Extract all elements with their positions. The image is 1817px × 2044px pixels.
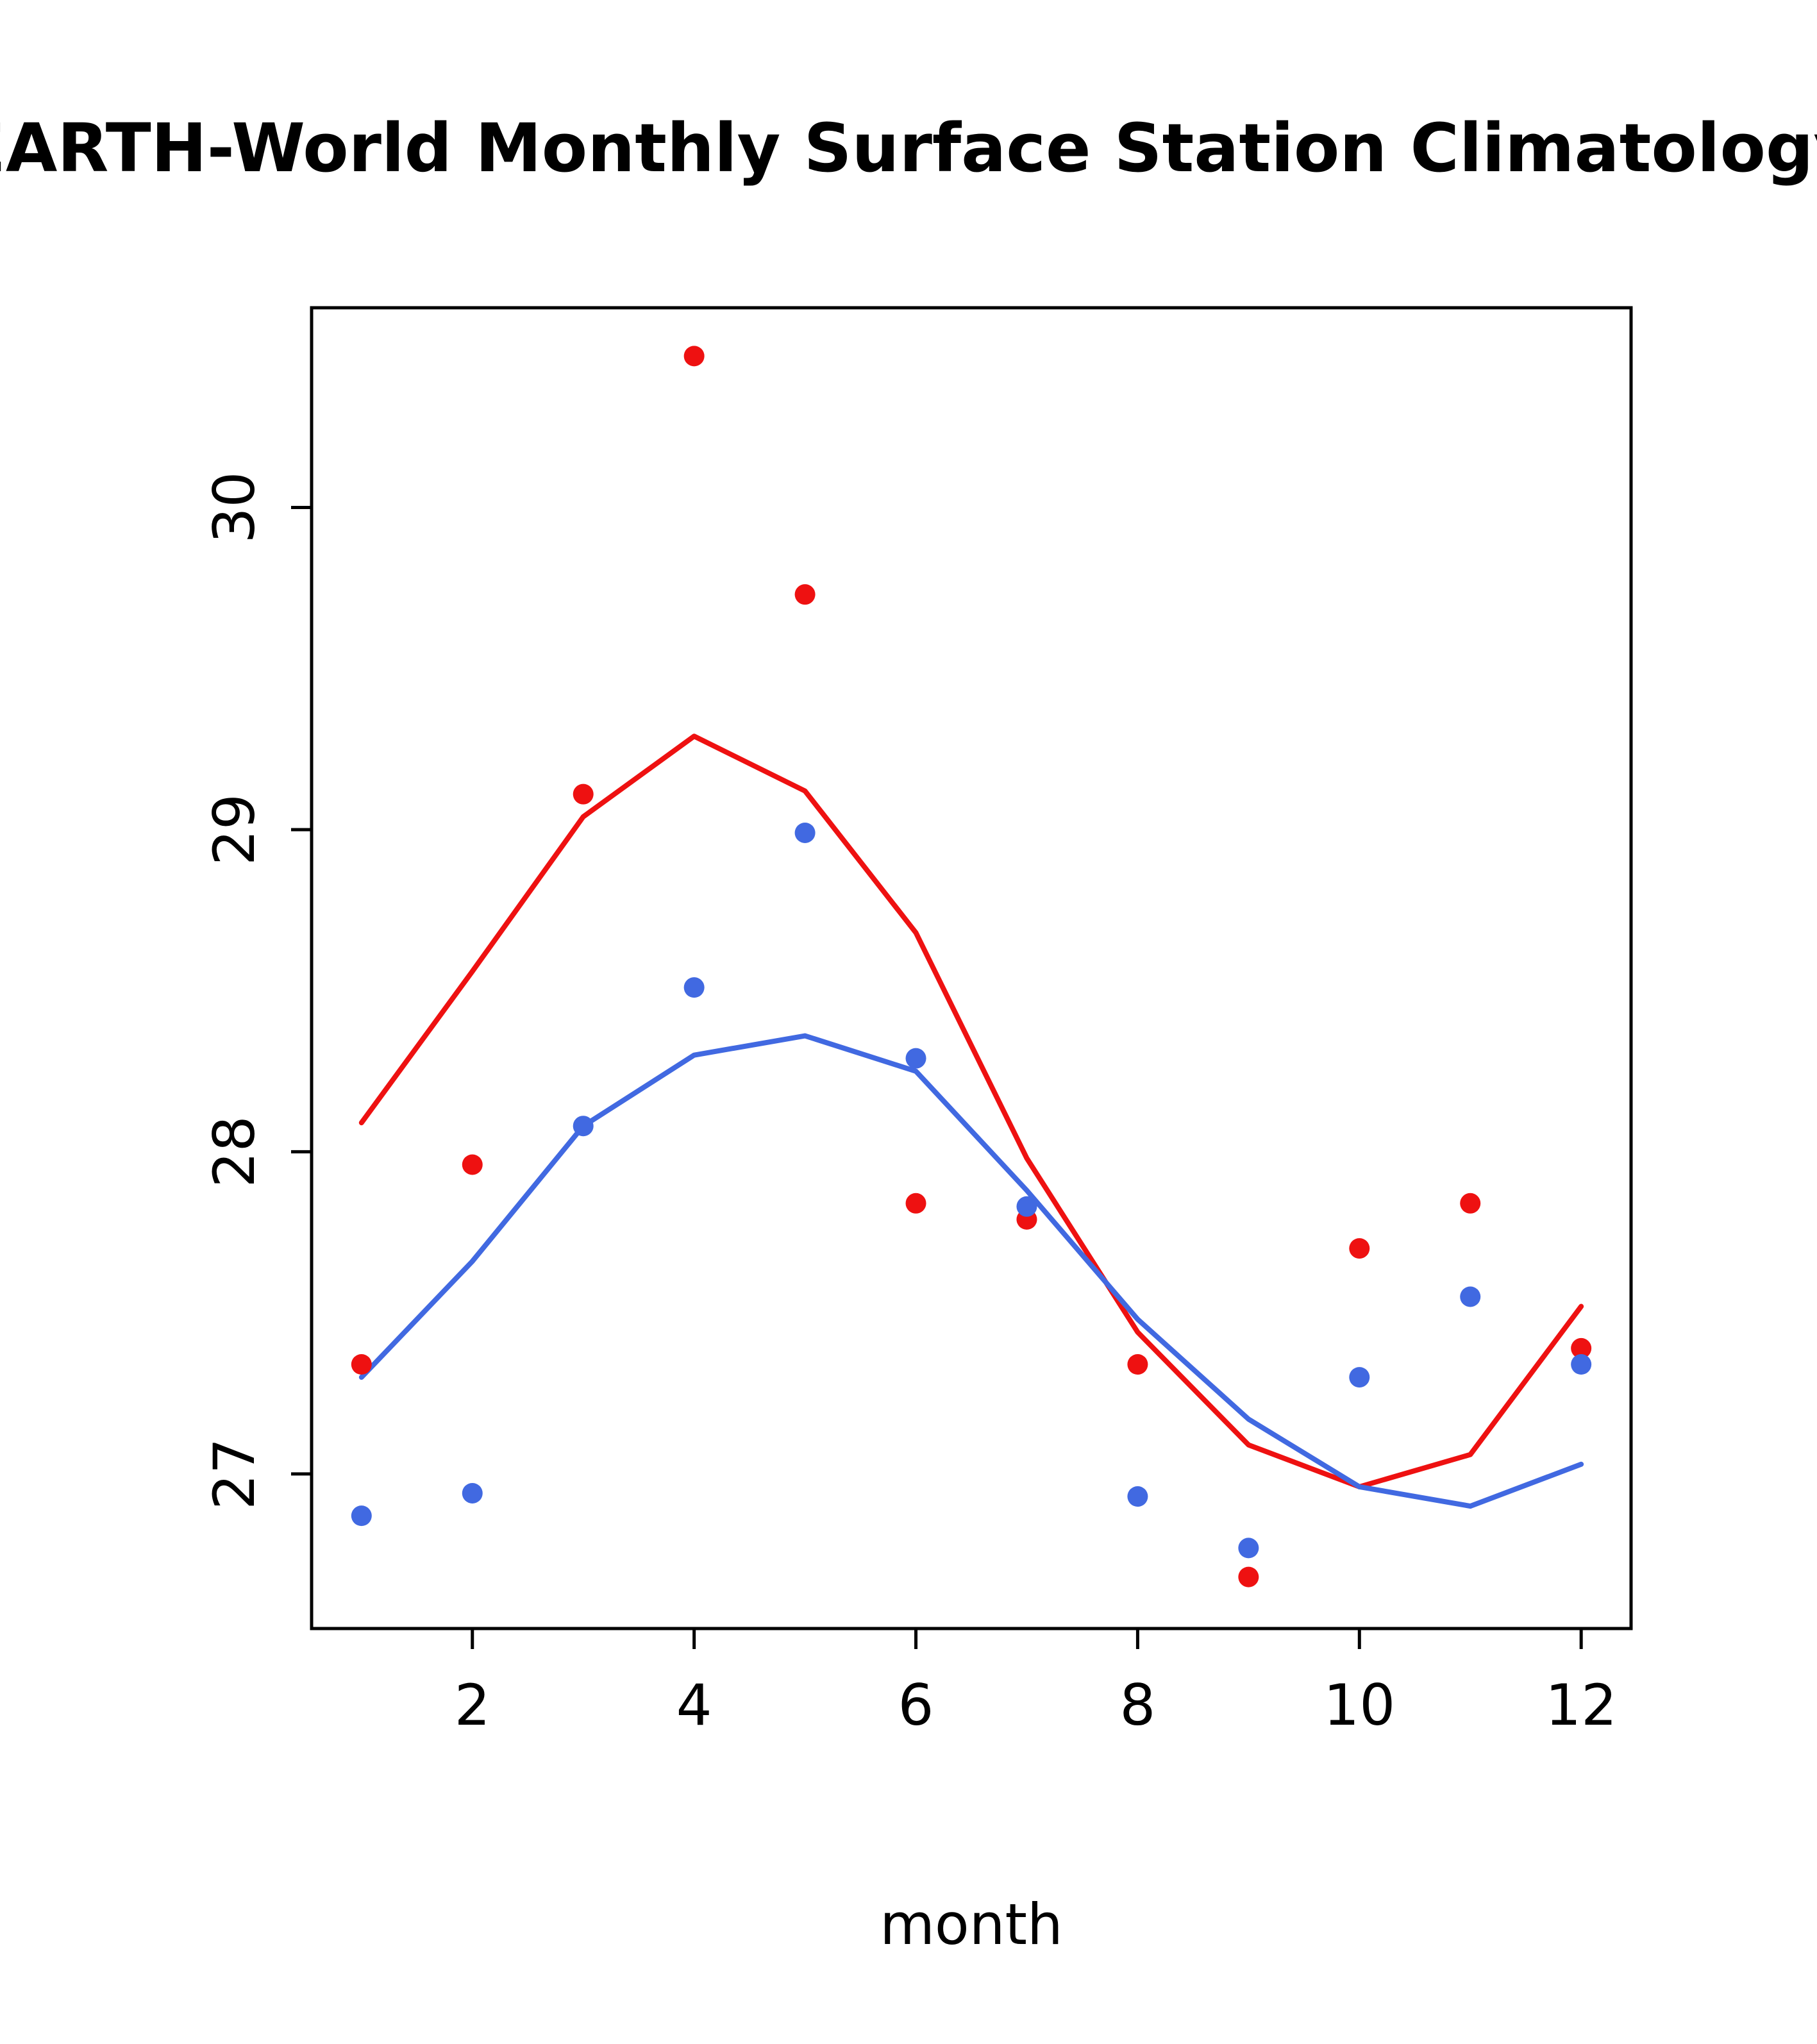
series-red-points-point <box>683 346 705 367</box>
series-blue-points-point <box>1238 1537 1259 1559</box>
series-blue-points-point <box>683 977 705 998</box>
series-red-points-point <box>1460 1193 1481 1214</box>
y-tick-label: 30 <box>201 472 267 544</box>
y-tick-label: 27 <box>201 1438 267 1510</box>
chart-title: EARTH-World Monthly Surface Station Clim… <box>0 109 1817 187</box>
x-tick-label: 2 <box>455 1672 490 1738</box>
series-red-points-point <box>1349 1238 1370 1259</box>
series-blue-points-point <box>1349 1367 1370 1388</box>
series-red-points-point <box>905 1193 926 1214</box>
plot-border <box>310 306 1633 1630</box>
x-tick-label: 6 <box>898 1672 934 1738</box>
series-blue-points-point <box>905 1048 926 1069</box>
x-tick-label: 12 <box>1545 1672 1617 1738</box>
x-tick-label: 4 <box>676 1672 712 1738</box>
series-red-points-point <box>1571 1337 1592 1359</box>
series-red-points-point <box>1238 1566 1259 1587</box>
x-tick-label: 8 <box>1119 1672 1155 1738</box>
series-blue-points-point <box>351 1505 372 1527</box>
series-blue-points-point <box>794 822 816 843</box>
series-blue-points-point <box>1571 1354 1592 1375</box>
series-red-points-point <box>794 584 816 605</box>
series-red-smooth-line <box>358 733 1584 1489</box>
series-blue-points-point <box>1127 1486 1148 1507</box>
series-red-points-point <box>573 783 594 805</box>
y-tick-label: 28 <box>201 1116 267 1187</box>
series-blue-points-point <box>573 1116 594 1137</box>
series-blue-points-point <box>1016 1196 1037 1217</box>
series-blue-points-point <box>1460 1286 1481 1307</box>
series-red-points-point <box>1127 1354 1148 1375</box>
x-tick-label: 10 <box>1323 1672 1395 1738</box>
series-red-points-point <box>462 1154 483 1175</box>
series-red-points-point <box>351 1354 372 1375</box>
series-blue-smooth-line <box>358 1033 1584 1509</box>
x-axis-label: month <box>880 1891 1063 1957</box>
y-tick-label: 29 <box>201 794 267 866</box>
series-blue-points-point <box>462 1482 483 1504</box>
